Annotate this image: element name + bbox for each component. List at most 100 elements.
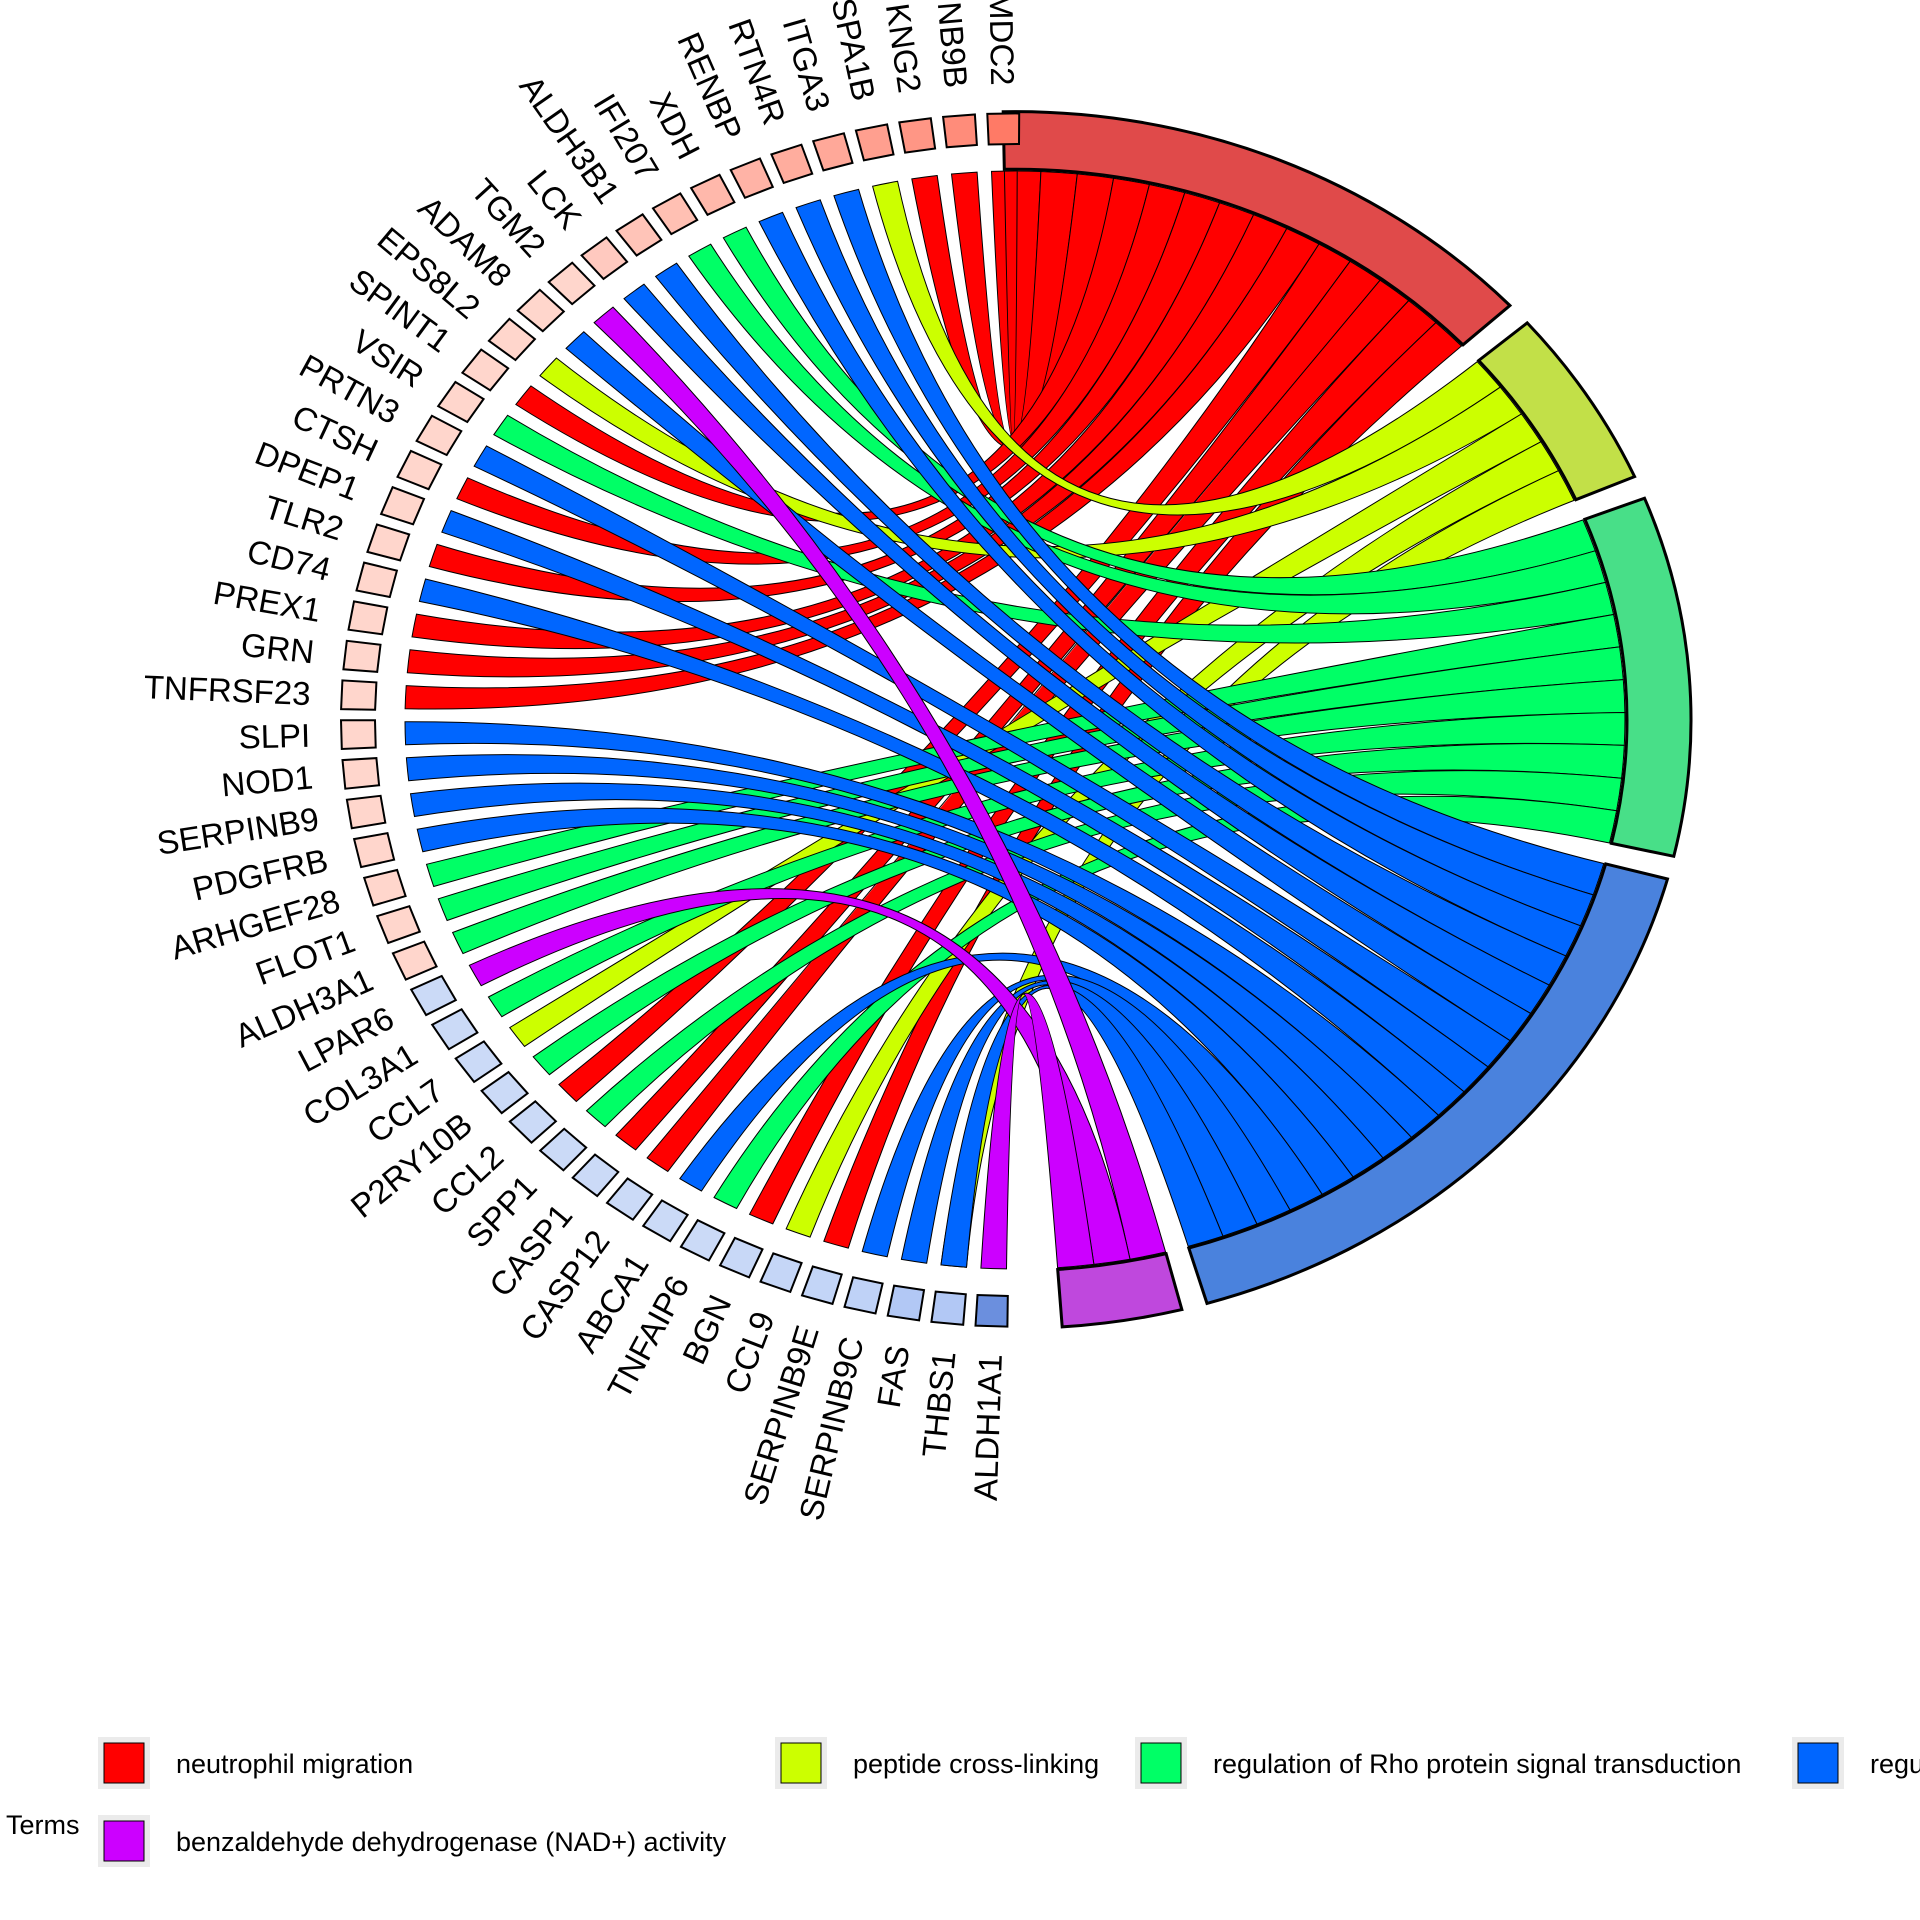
gene-box-layer <box>339 112 1021 1328</box>
gene-label: THBS1 <box>915 1349 963 1459</box>
gene-box-thbs1 <box>930 1290 967 1326</box>
gene-box-aldh3a1 <box>391 940 438 981</box>
gene-box-adam8 <box>516 288 566 333</box>
gene-box-col3a1 <box>430 1007 479 1051</box>
ribbon-dpep1-t4 <box>441 509 1489 1093</box>
gene-box-tnfrsf23 <box>340 679 378 711</box>
gene-label: GRN <box>239 626 316 671</box>
ribbon-aldh3a1-t3 <box>451 679 1626 955</box>
gene-box-dpep1 <box>379 485 426 526</box>
legend: Terms neutrophil migration peptide cross-… <box>6 1737 1920 1867</box>
ribbon-lpar6-t5 <box>468 888 1131 1265</box>
ribbon-arhgef28-t3 <box>425 613 1621 888</box>
ribbon-renbp-t4 <box>758 211 1582 957</box>
gene-box-ccl7 <box>454 1040 503 1084</box>
ribbon-tgm2-t5 <box>593 306 1167 1260</box>
ribbon-spp1-t3 <box>585 770 1623 1128</box>
gene-box-aldh3b1 <box>615 213 663 257</box>
legend-label-t5: benzaldehyde dehydrogenase (NAD+) activi… <box>176 1827 727 1857</box>
gene-box-ccl2 <box>508 1099 558 1144</box>
term-arc-layer <box>1001 110 1693 1329</box>
gene-box-casp1 <box>571 1153 620 1198</box>
gene-box-slpi <box>339 719 377 751</box>
ribbon-serpinb9-t4 <box>409 782 1384 1178</box>
legend-label-t3: regulation of Rho protein signal transdu… <box>1213 1749 1741 1779</box>
gene-box-renbp <box>729 157 775 200</box>
ribbon-mamdc2-t1 <box>990 170 1042 447</box>
legend-swatch-t2 <box>780 1742 822 1784</box>
ribbon-cd74-t4 <box>418 578 1465 1116</box>
gene-label: KNG2 <box>879 1 929 95</box>
gene-box-cd74 <box>355 561 399 599</box>
term-arc-t5 <box>1056 1251 1184 1329</box>
gene-label: SERPINB9B <box>922 0 974 89</box>
term-arc-t1 <box>1001 110 1513 347</box>
term-arc-t4 <box>1186 862 1670 1306</box>
legend-label-t2: peptide cross-linking <box>853 1749 1099 1779</box>
gene-box-nod1 <box>341 757 381 790</box>
gene-box-kng2 <box>898 117 937 154</box>
gene-label: TNFRSF23 <box>143 668 311 712</box>
gene-box-tgm2 <box>547 261 596 306</box>
gene-box-serpinb9c <box>843 1276 884 1315</box>
gene-box-prtn3 <box>415 414 463 457</box>
term-arc-t3 <box>1582 496 1693 859</box>
ribbon-tlr2-t1 <box>428 192 1221 603</box>
ribbon-slpi-t4 <box>404 721 1440 1138</box>
gene-label: NOD1 <box>220 758 315 803</box>
ribbon-pdgfrb-t4 <box>416 807 1354 1195</box>
gene-box-ifi207 <box>651 192 699 236</box>
gene-box-pdgfrb <box>352 831 396 869</box>
gene-box-spint1 <box>460 348 510 392</box>
gene-box-abca1 <box>641 1199 690 1243</box>
legend-label-t1: neutrophil migration <box>176 1749 413 1779</box>
gene-box-lck <box>580 236 629 281</box>
gene-box-eps8l2 <box>487 317 537 362</box>
ribbon-tnfrsf23-t1 <box>404 227 1320 710</box>
ribbon-hspa1b-t2 <box>871 180 1501 516</box>
gene-box-grn <box>342 639 382 673</box>
gene-box-itga3 <box>811 132 854 172</box>
ribbon-itga3-t4 <box>833 188 1605 896</box>
gene-label-layer: ALDH1A1THBS1FASSERPINB9CSERPINB9ECCL9BGN… <box>143 0 1021 1524</box>
gene-box-aldh1a1 <box>974 1293 1009 1328</box>
gene-label: FAS <box>870 1343 917 1411</box>
legend-swatch-t1 <box>103 1742 145 1784</box>
ribbon-nod1-t4 <box>405 754 1413 1159</box>
ribbon-prex1-t1 <box>411 202 1255 650</box>
gene-label: ALDH1A1 <box>967 1353 1009 1501</box>
ribbon-thbs1-t4 <box>940 984 1224 1268</box>
gene-box-mamdc2 <box>986 112 1021 146</box>
ribbon-abca1-t4 <box>679 952 1323 1211</box>
ribbon-tnfaip6-t3 <box>713 795 1618 1210</box>
gene-box-fas <box>886 1284 926 1322</box>
gene-box-serpinb9 <box>345 794 387 830</box>
gene-box-serpinb9e <box>800 1265 843 1306</box>
legend-swatch-t4 <box>1797 1742 1839 1784</box>
ribbon-vsir-t3 <box>493 414 1615 644</box>
gene-box-bgn <box>718 1236 764 1279</box>
ribbon-layer <box>404 170 1626 1270</box>
legend-label-t4: regulation of cell-cell adhesion <box>1870 1749 1920 1779</box>
gene-box-hspa1b <box>854 123 895 162</box>
gene-box-p2ry10b <box>480 1070 530 1115</box>
gene-label: SLPI <box>238 717 310 756</box>
gene-box-tlr2 <box>366 523 411 562</box>
gene-box-rtn4r <box>770 143 814 185</box>
ribbon-aldh1a1-t5 <box>980 992 1095 1270</box>
ribbon-aldh3b1-t4 <box>654 262 1567 986</box>
ribbon-prtn3-t4 <box>473 445 1511 1068</box>
gene-box-arhgef28 <box>362 868 407 907</box>
gene-box-tnfaip6 <box>679 1218 726 1262</box>
gene-box-flot1 <box>375 904 422 945</box>
legend-title: Terms <box>6 1810 80 1840</box>
gene-box-lpar6 <box>409 974 458 1017</box>
ribbon-rtn4r-t4 <box>795 199 1594 927</box>
ribbon-lck-t4 <box>623 283 1550 1015</box>
gene-box-vsir <box>436 380 486 424</box>
gene-box-ctsh <box>396 449 443 491</box>
term-arc-t2 <box>1476 320 1637 502</box>
gene-box-prex1 <box>347 600 389 636</box>
gene-box-xdh <box>689 173 736 217</box>
